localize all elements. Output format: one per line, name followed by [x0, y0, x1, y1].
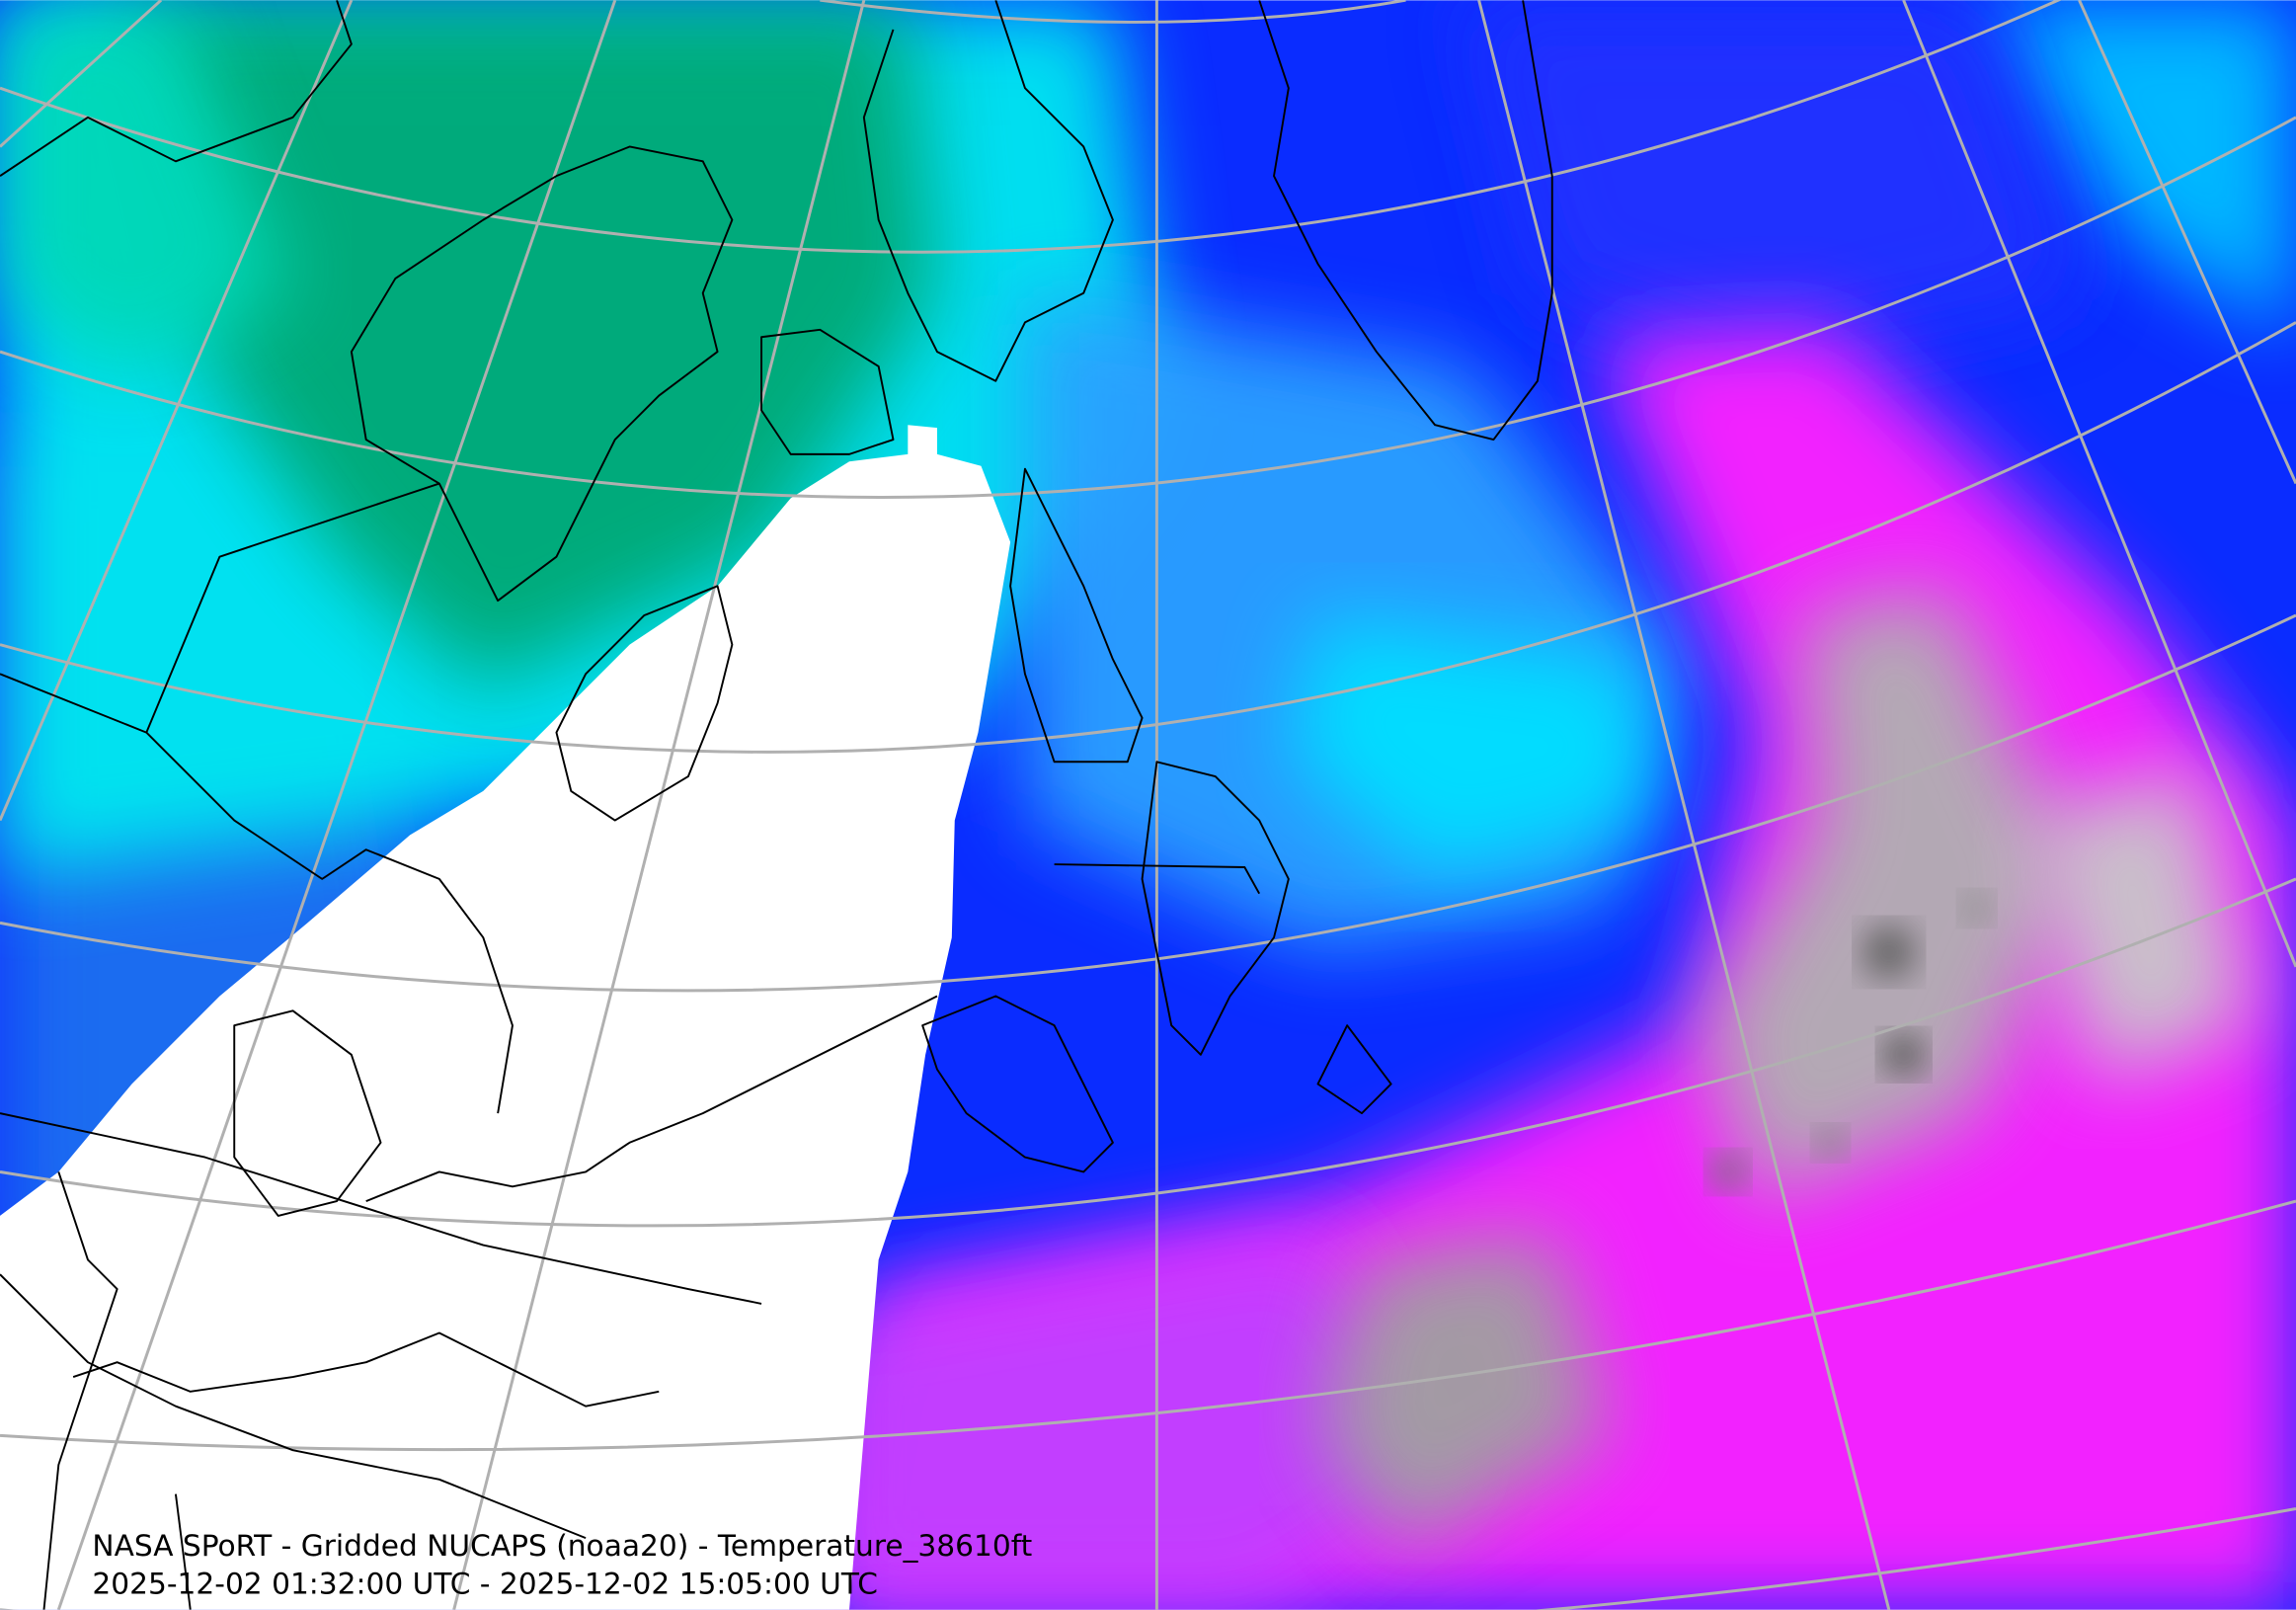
field-patch	[1862, 926, 1916, 979]
coastline	[0, 1112, 762, 1305]
meridian-line	[2078, 0, 2296, 485]
coastline	[1141, 761, 1290, 1056]
coastline	[0, 0, 353, 177]
field-region	[1699, 586, 2080, 1202]
coastline	[0, 673, 514, 1114]
latitude-line	[0, 0, 2062, 254]
field-region	[1288, 614, 1655, 879]
latitude-line	[0, 116, 2296, 499]
meridian-line	[0, 0, 163, 148]
coastline	[1054, 863, 1261, 895]
coastline	[42, 1171, 119, 1610]
coastline	[72, 1331, 660, 1408]
coastline	[921, 995, 1114, 1173]
latitude-line	[0, 1199, 2296, 1452]
coastline	[0, 1273, 587, 1540]
meridian-line	[0, 0, 354, 822]
meridian-line	[452, 0, 866, 1610]
field-patch	[1882, 1034, 1925, 1076]
coastline	[1316, 1024, 1392, 1115]
coastline	[233, 1009, 382, 1217]
coastline	[145, 482, 440, 733]
latitude-line	[0, 613, 2296, 993]
coastline	[760, 328, 895, 455]
map-title: NASA SPoRT - Gridded NUCAPS (noaa20) - T…	[92, 1528, 1032, 1563]
field-patch	[1961, 893, 1992, 924]
latitude-line	[0, 1507, 2296, 1610]
coastline	[555, 585, 734, 822]
coastline	[1009, 467, 1144, 764]
latitude-line	[820, 0, 1406, 24]
field-patch	[1709, 1154, 1746, 1190]
field-region	[0, 0, 293, 381]
coastline	[350, 145, 734, 603]
field-region	[820, 1230, 1465, 1610]
map-subtitle: 2025-12-02 01:32:00 UTC - 2025-12-02 15:…	[92, 1566, 878, 1600]
coastline	[365, 995, 938, 1202]
latitude-line	[0, 877, 2296, 1228]
latitude-line	[0, 321, 2296, 754]
field-region	[1317, 1230, 1612, 1553]
coastline	[174, 1493, 192, 1610]
field-patch	[1815, 1127, 1846, 1158]
no-data-swath	[0, 425, 1011, 1610]
field-region	[1976, 0, 2296, 338]
meridian-line	[1477, 0, 1891, 1610]
field-region	[2020, 762, 2256, 1085]
coastline	[862, 0, 1114, 382]
meridian-line	[1902, 0, 2296, 968]
meridian-line	[56, 0, 617, 1610]
coastline	[1258, 0, 1553, 442]
field-region	[1464, 0, 2080, 366]
